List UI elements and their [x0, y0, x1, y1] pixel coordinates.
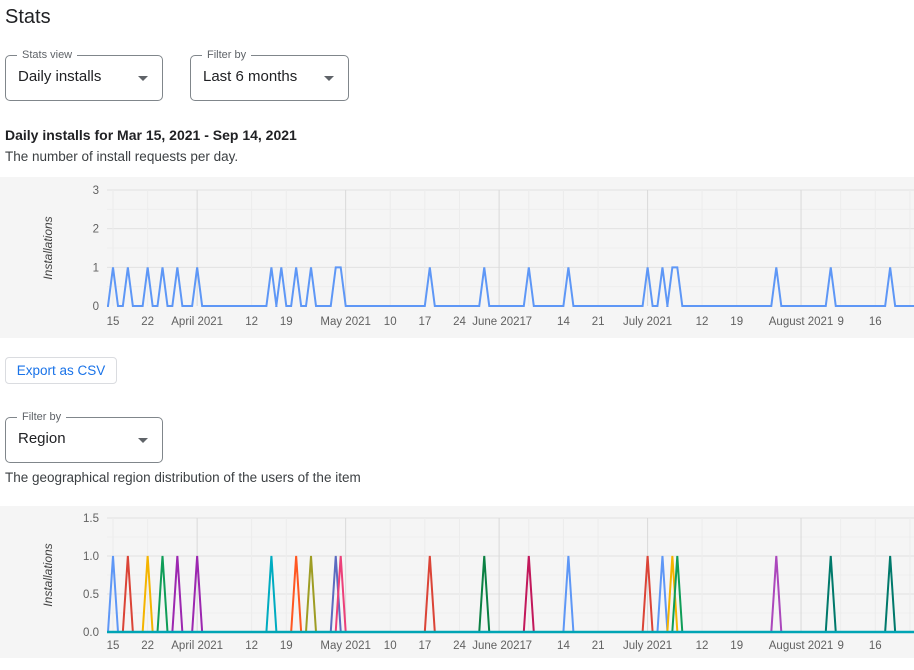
svg-text:16: 16: [869, 316, 882, 328]
svg-text:0.5: 0.5: [83, 589, 99, 601]
svg-text:August 2021: August 2021: [769, 316, 834, 328]
svg-text:12: 12: [245, 640, 258, 652]
svg-text:July 2021: July 2021: [623, 640, 672, 652]
svg-text:22: 22: [141, 640, 154, 652]
svg-text:May 2021: May 2021: [320, 640, 371, 652]
period-filter-dropdown-label: Filter by: [202, 48, 252, 62]
svg-text:15: 15: [107, 640, 120, 652]
svg-text:April 2021: April 2021: [171, 640, 223, 652]
region-filter-dropdown-label: Filter by: [17, 410, 67, 424]
svg-text:16: 16: [869, 640, 882, 652]
svg-text:12: 12: [696, 316, 709, 328]
svg-text:22: 22: [141, 316, 154, 328]
svg-text:9: 9: [837, 316, 843, 328]
stats-view-dropdown-value: Daily installs: [18, 68, 102, 85]
region-filter-dropdown[interactable]: Filter by Region: [5, 410, 163, 463]
svg-text:24: 24: [453, 316, 466, 328]
svg-text:June 2021: June 2021: [472, 640, 526, 652]
svg-text:7: 7: [526, 640, 532, 652]
svg-text:10: 10: [384, 316, 397, 328]
chevron-down-icon: [324, 76, 334, 81]
daily-installs-heading: Daily installs for Mar 15, 2021 - Sep 14…: [5, 127, 297, 143]
svg-text:June 2021: June 2021: [472, 316, 526, 328]
svg-text:19: 19: [730, 640, 743, 652]
svg-text:9: 9: [837, 640, 843, 652]
svg-text:0.0: 0.0: [83, 627, 99, 639]
svg-text:24: 24: [453, 640, 466, 652]
region-filter-dropdown-value: Region: [18, 430, 66, 447]
page-title: Stats: [5, 6, 51, 28]
svg-text:7: 7: [526, 316, 532, 328]
region-distribution-chart: 15 22 April 2021 12 19 May 2021 10 17 24 June 202…: [0, 506, 914, 658]
period-filter-dropdown[interactable]: Filter by Last 6 months: [190, 48, 349, 101]
svg-text:19: 19: [280, 640, 293, 652]
period-filter-dropdown-value: Last 6 months: [203, 68, 298, 85]
svg-text:14: 14: [557, 316, 570, 328]
chevron-down-icon: [138, 438, 148, 443]
svg-text:1.5: 1.5: [83, 513, 99, 525]
svg-text:August 2021: August 2021: [769, 640, 834, 652]
region-distribution-description: The geographical region distribution of …: [5, 470, 361, 485]
svg-text:10: 10: [384, 640, 397, 652]
svg-text:15: 15: [107, 316, 120, 328]
y-axis-title: Installations: [41, 216, 55, 279]
svg-text:21: 21: [592, 316, 605, 328]
svg-text:0: 0: [93, 301, 99, 313]
chevron-down-icon: [138, 76, 148, 81]
daily-installs-description: The number of install requests per day.: [5, 149, 239, 164]
svg-text:12: 12: [245, 316, 258, 328]
svg-text:17: 17: [418, 316, 431, 328]
stats-view-dropdown-label: Stats view: [17, 48, 78, 62]
svg-text:July 2021: July 2021: [623, 316, 672, 328]
stats-view-dropdown[interactable]: Stats view Daily installs: [5, 48, 163, 101]
daily-installs-chart: 15 22 April 2021 12 19 May 2021 10 17 24 June 202…: [0, 177, 914, 338]
svg-text:19: 19: [730, 316, 743, 328]
svg-text:2: 2: [93, 224, 99, 236]
svg-text:21: 21: [592, 640, 605, 652]
daily-installs-chart-plot[interactable]: 15 22 April 2021 12 19 May 2021 10 17 24 June 202…: [0, 177, 914, 338]
svg-text:14: 14: [557, 640, 570, 652]
svg-text:April 2021: April 2021: [171, 316, 223, 328]
region-distribution-chart-plot[interactable]: 15 22 April 2021 12 19 May 2021 10 17 24 June 202…: [0, 506, 914, 658]
svg-text:1: 1: [93, 262, 99, 274]
svg-text:3: 3: [93, 185, 99, 197]
export-csv-button[interactable]: Export as CSV: [5, 357, 117, 384]
svg-text:May 2021: May 2021: [320, 316, 371, 328]
svg-text:1.0: 1.0: [83, 551, 99, 563]
svg-text:19: 19: [280, 316, 293, 328]
svg-text:12: 12: [696, 640, 709, 652]
y-axis-title: Installations: [41, 543, 55, 606]
svg-text:17: 17: [418, 640, 431, 652]
